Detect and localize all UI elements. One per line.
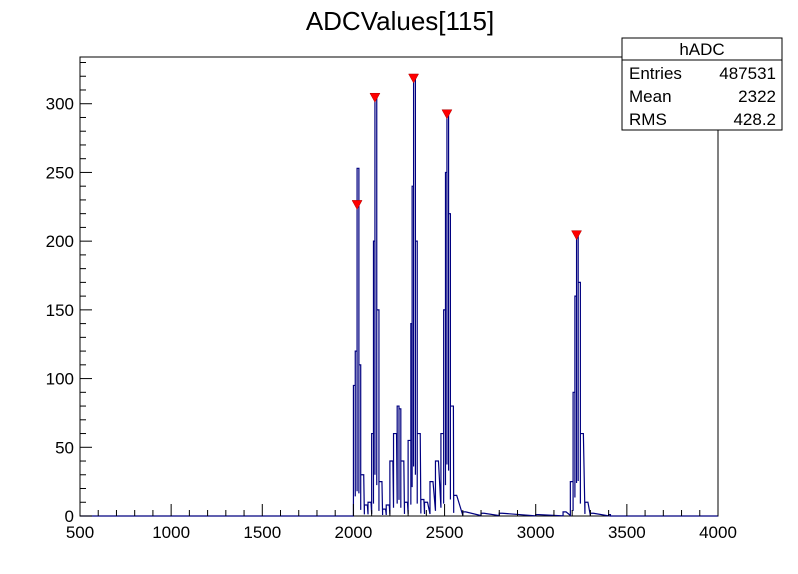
y-tick-label: 100 <box>46 370 74 389</box>
y-tick-label: 50 <box>55 438 74 457</box>
x-tick-label: 1500 <box>243 523 281 542</box>
x-tick-label: 1000 <box>152 523 190 542</box>
histogram-line <box>80 78 718 517</box>
stats-rms-label: RMS <box>629 110 667 129</box>
peak-markers <box>351 73 582 241</box>
y-tick-label: 250 <box>46 163 74 182</box>
peak-marker <box>571 230 582 241</box>
x-tick-label: 4000 <box>699 523 737 542</box>
x-tick-label: 2000 <box>335 523 373 542</box>
x-tick-label: 3500 <box>608 523 646 542</box>
peak-marker <box>441 109 453 120</box>
stats-rms-value: 428.2 <box>733 110 776 129</box>
chart-title: ADCValues[115] <box>306 6 494 36</box>
y-axis: 0 50 100 150 200 250 300 <box>46 61 92 526</box>
histogram-series <box>80 78 718 517</box>
x-axis: 500 1000 1500 2000 2500 3000 3500 4000 <box>66 504 737 542</box>
stats-box-frame <box>621 37 783 131</box>
stats-mean-value: 2322 <box>738 87 776 106</box>
peak-marker <box>351 200 363 210</box>
stats-entries-value: 487531 <box>719 64 776 83</box>
y-tick-label: 300 <box>46 95 74 114</box>
stats-box-name: hADC <box>679 40 724 59</box>
stats-box: hADC Entries 487531 Mean 2322 RMS 428.2 <box>621 37 783 131</box>
stats-mean-label: Mean <box>629 87 672 106</box>
y-tick-label: 200 <box>46 232 74 251</box>
y-tick-label: 0 <box>65 507 74 526</box>
x-tick-label: 3000 <box>517 523 555 542</box>
peak-marker <box>369 92 381 103</box>
x-tick-label: 2500 <box>426 523 464 542</box>
peak-marker <box>408 73 420 84</box>
stats-entries-label: Entries <box>629 64 682 83</box>
y-tick-label: 150 <box>46 301 74 320</box>
x-tick-label: 500 <box>66 523 94 542</box>
plot-frame <box>79 56 719 517</box>
